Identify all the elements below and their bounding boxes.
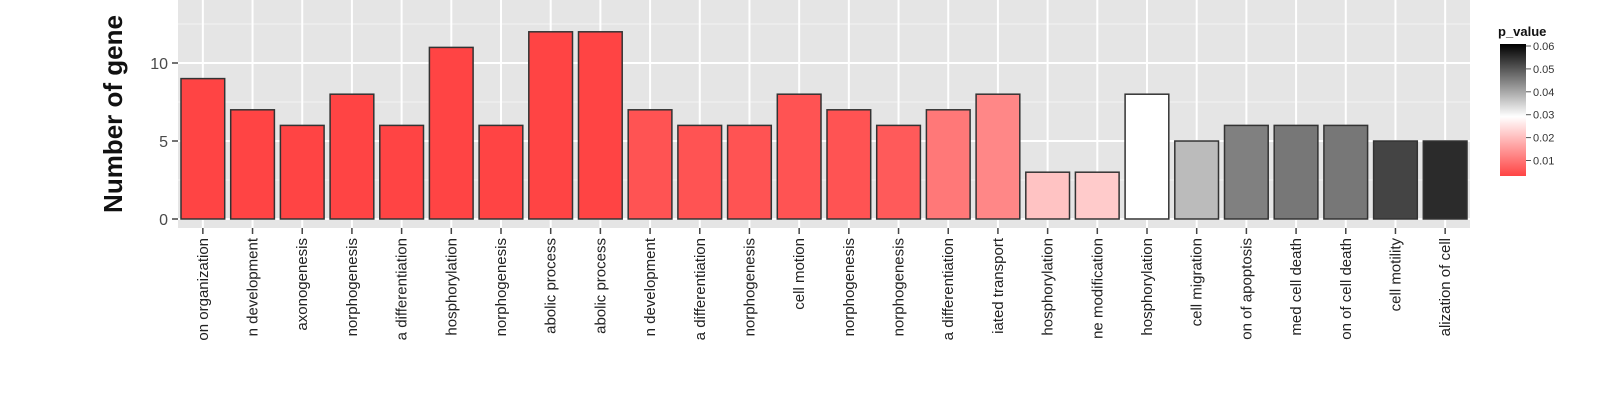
bar-23 xyxy=(1323,124,1369,220)
x-tick-label: cell migration xyxy=(1189,238,1206,326)
bar-14 xyxy=(875,124,922,220)
y-axis-title: Number of gene xyxy=(98,15,128,213)
legend-tick-label: 0.06 xyxy=(1533,41,1554,53)
bar-18 xyxy=(1074,171,1120,220)
legend-tick-label: 0.05 xyxy=(1533,64,1554,76)
x-tick-label: n development xyxy=(642,237,659,336)
x-tick-label: abolic process xyxy=(543,238,560,334)
x-tick-label: cell motility xyxy=(1388,238,1405,312)
bar-16 xyxy=(975,93,1021,220)
x-tick-label: alization of cell xyxy=(1437,238,1454,336)
bar-11 xyxy=(726,124,773,220)
bar-20 xyxy=(1174,140,1220,220)
x-tick-label: on of apoptosis xyxy=(1238,238,1255,340)
bar-10 xyxy=(677,124,723,220)
x-tick-label: norphogenesis xyxy=(493,238,510,336)
y-tick-label: 0 xyxy=(159,212,168,229)
bar-21 xyxy=(1223,124,1269,220)
bars xyxy=(180,31,1468,220)
bar-0 xyxy=(180,77,226,220)
x-tick-label: a differentiation xyxy=(692,238,709,340)
legend-title: p_value xyxy=(1498,24,1546,39)
bar-4 xyxy=(379,124,425,220)
bar-2 xyxy=(279,124,325,220)
legend-tick-label: 0.03 xyxy=(1533,110,1554,122)
bar-25 xyxy=(1422,140,1468,220)
bar-17 xyxy=(1025,171,1071,220)
bar-3 xyxy=(329,93,375,220)
legend-tick-label: 0.01 xyxy=(1533,156,1554,168)
x-axis: on organization n development axonogenesis… xyxy=(195,228,1454,341)
x-tick-label: norphogenesis xyxy=(742,238,759,336)
x-tick-label: hosphorylation xyxy=(443,238,460,336)
x-tick-label: norphogenesis xyxy=(891,238,908,336)
y-tick-label: 5 xyxy=(159,134,168,151)
x-tick-label: on of cell death xyxy=(1338,238,1355,340)
x-tick-label: hosphorylation xyxy=(1139,238,1156,336)
bar-6 xyxy=(478,124,524,220)
x-tick-label: on organization xyxy=(195,238,212,341)
x-tick-label: n development xyxy=(245,237,262,336)
x-tick-label: cell motion xyxy=(791,238,808,310)
y-axis: 0 5 10 xyxy=(150,56,178,229)
legend-colorbar xyxy=(1500,44,1526,176)
legend-tick-label: 0.02 xyxy=(1533,133,1554,145)
bar-7 xyxy=(528,31,574,220)
bar-13 xyxy=(826,109,872,220)
legend-tick-label: 0.04 xyxy=(1533,87,1554,99)
bar-12 xyxy=(776,93,822,220)
bar-22 xyxy=(1273,124,1319,220)
bar-19 xyxy=(1124,93,1170,220)
x-tick-label: a differentiation xyxy=(940,238,957,340)
x-tick-label: hosphorylation xyxy=(1040,238,1057,336)
x-tick-label: iated transport xyxy=(990,237,1007,334)
legend: p_value 0.06 0.05 0.04 0.03 0.02 0.01 xyxy=(1498,24,1554,176)
bar-5 xyxy=(428,46,474,220)
y-tick-label: 10 xyxy=(150,56,168,73)
x-tick-label: med cell death xyxy=(1288,238,1305,336)
bar-1 xyxy=(229,109,276,220)
x-tick-label: axonogenesis xyxy=(294,238,311,331)
bar-15 xyxy=(925,109,971,220)
bar-24 xyxy=(1372,140,1419,220)
bar-8 xyxy=(577,31,623,220)
x-tick-label: norphogenesis xyxy=(344,238,361,336)
x-tick-label: a differentiation xyxy=(394,238,411,340)
bar-9 xyxy=(627,109,673,220)
x-tick-label: norphogenesis xyxy=(841,238,858,336)
x-tick-label: ne modification xyxy=(1089,238,1106,339)
x-tick-label: abolic process xyxy=(592,238,609,334)
